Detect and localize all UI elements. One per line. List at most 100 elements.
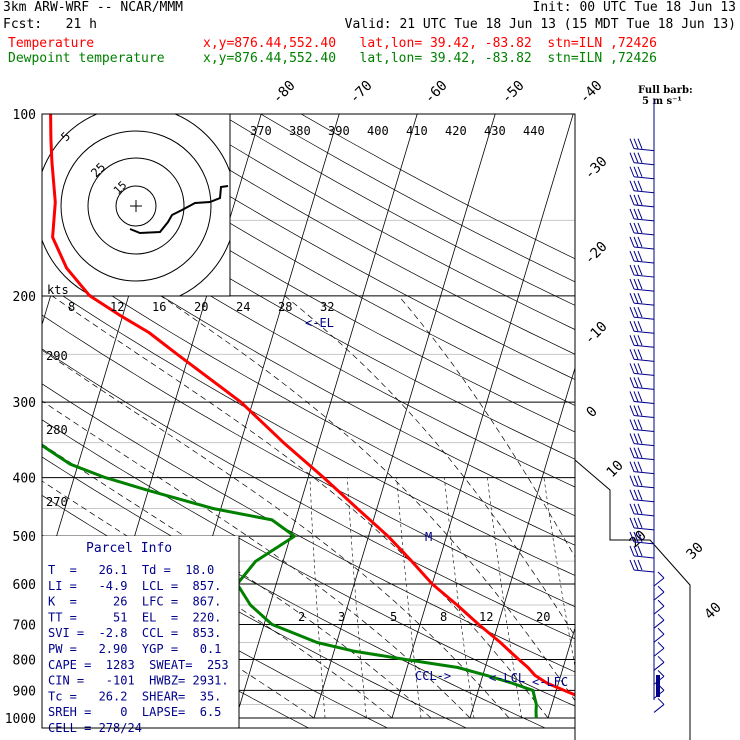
mixing-ratio-bottom-label: 5: [390, 610, 397, 624]
temperature-tick-label: -70: [347, 78, 376, 107]
hodograph: [41, 113, 231, 297]
parcel-info-row: SVI = -2.8 CCL = 853.: [48, 626, 221, 640]
theta-label: 380: [289, 124, 311, 138]
wind-barb-flag: [637, 531, 643, 543]
mixing-ratio-bottom-label: 8: [440, 610, 447, 624]
wind-barb-flag: [657, 613, 665, 621]
wind-barb-flag: [637, 363, 643, 374]
wind-barb-flag: [633, 531, 639, 543]
pressure-tick-label: 100: [13, 108, 36, 123]
wind-barb-flag: [633, 292, 639, 304]
pressure-tick-label: 700: [13, 618, 36, 633]
forecast-hour: Fcst: 21 h: [3, 17, 97, 32]
wind-barb-flag: [629, 278, 635, 290]
wind-barb-flag: [629, 349, 635, 360]
parcel-info-row: K = 26 LFC = 867.: [48, 595, 221, 609]
parcel-info-row: CIN = -101 HWBZ= 2931.: [48, 674, 229, 688]
wind-barb: [633, 485, 655, 489]
wind-barb-flag: [657, 669, 665, 677]
wind-barb-flag: [633, 166, 639, 177]
wind-barb-flag: [629, 405, 635, 416]
wind-barb-flag: [657, 627, 665, 635]
wind-barb-flag: [629, 236, 635, 248]
wind-barb-flag: [633, 194, 639, 206]
wind-barb-flag: [633, 236, 639, 248]
lcl-label: <-LCL: [489, 671, 525, 685]
mixing-ratio-top-label: 28: [278, 300, 292, 314]
dewpoint-legend-info: x,y=876.44,552.40 lat,lon= 39.42, -83.82…: [203, 51, 657, 66]
wind-barb-flag: [633, 475, 639, 486]
temperature-tick-label: 40: [702, 600, 725, 623]
hodograph-trace: [129, 185, 229, 235]
wind-barb: [633, 232, 655, 236]
theta-label: 440: [523, 124, 545, 138]
theta-label: 400: [367, 124, 389, 138]
moist-adiabat: [284, 295, 575, 637]
wind-barb: [633, 429, 655, 433]
theta-label: 420: [445, 124, 467, 138]
parcel-info-title: Parcel Info: [86, 541, 172, 556]
el-label: <-EL: [305, 316, 334, 330]
wind-barb-flag: [629, 377, 635, 388]
temperature-tick-label: 10: [604, 458, 627, 481]
wind-barb-flag: [637, 208, 643, 220]
wind-barb-flag: [637, 222, 643, 234]
dry-adiabat-label: 290: [46, 349, 68, 363]
wind-barb-flag: [637, 292, 643, 304]
wind-barb: [633, 288, 655, 292]
wind-barb-flag: [633, 152, 639, 163]
wind-barb-flag: [633, 545, 639, 557]
mixing-ratio-bottom-label: 3: [338, 610, 345, 624]
hodograph-ring: [115, 185, 157, 227]
wind-barb-flag: [629, 208, 635, 220]
parcel-info-panel: Parcel Info T = 26.1 Td = 18.0 LI = -4.9 L…: [42, 536, 240, 735]
hodograph-ring: [87, 157, 185, 255]
mixing-ratio-top-label: 20: [194, 300, 208, 314]
wind-barb-flag: [637, 489, 643, 500]
wind-barb-flag: [633, 321, 639, 332]
wind-barb-flag: [637, 152, 643, 163]
wind-barb-flag: [629, 545, 635, 557]
wind-barb-flag: [633, 363, 639, 374]
wind-barb: [633, 527, 655, 531]
dry-adiabat: [42, 249, 575, 546]
wind-barb: [633, 204, 655, 208]
temperature-scale-outline: [574, 459, 691, 740]
wind-barb: [633, 358, 655, 362]
wind-barb: [633, 302, 655, 306]
wind-barb-cluster: [656, 675, 660, 697]
wind-barb-flag: [629, 180, 635, 191]
wind-barb-flag: [637, 264, 643, 276]
moist-adiabat: [160, 295, 575, 702]
isotherm: [704, 114, 740, 718]
mixing-ratio-bottom-label: 12: [479, 610, 493, 624]
wind-barb-flag: [633, 489, 639, 500]
full-barb-label: Full barb:: [638, 85, 693, 96]
dry-adiabat: [42, 419, 575, 707]
wind-barb-flag: [633, 559, 639, 571]
wind-barb-flag: [633, 349, 639, 360]
wind-barb-flag: [629, 391, 635, 402]
theta-label: 410: [406, 124, 428, 138]
wind-barb: [633, 386, 655, 390]
wind-barb-flag: [633, 180, 639, 191]
mixing-ratio-top-label: 24: [236, 300, 250, 314]
wind-barb: [633, 148, 655, 152]
isotherm: [235, 114, 418, 719]
wind-barb-flag: [657, 571, 665, 579]
dry-adiabat: [42, 158, 575, 460]
wind-barb-flag: [637, 166, 643, 177]
dry-adiabat: [58, 114, 575, 406]
wind-barb: [633, 246, 655, 250]
wind-barb-flag: [637, 194, 643, 206]
wind-barb-flag: [633, 517, 639, 529]
pressure-tick-label: 800: [13, 653, 36, 668]
theta-label: 390: [328, 124, 350, 138]
dewpoint-trace: [42, 443, 538, 719]
wind-barb-flag: [629, 433, 635, 444]
wind-barb-flag: [629, 489, 635, 500]
sounding-traces: [42, 114, 575, 719]
parcel-info-row: LI = -4.9 LCL = 857.: [48, 579, 221, 593]
pressure-tick-label: 600: [13, 578, 36, 593]
